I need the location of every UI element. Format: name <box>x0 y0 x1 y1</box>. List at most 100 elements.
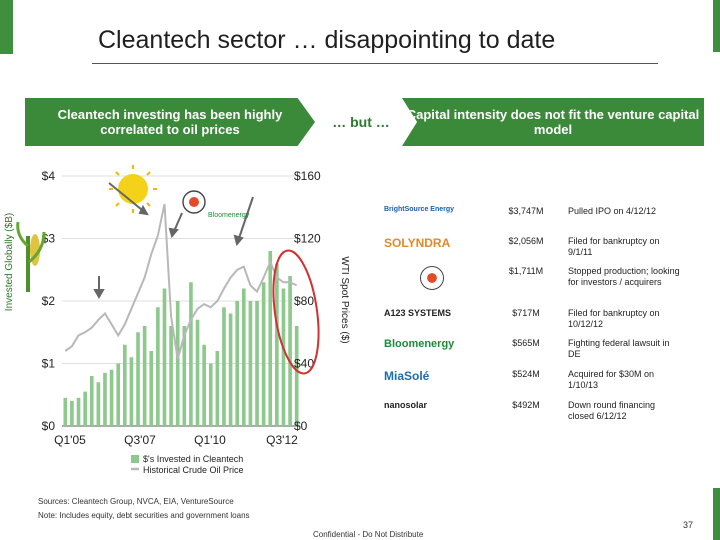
corn-plant-icon <box>16 221 46 292</box>
slide-title: Cleantech sector … disappointing to date <box>98 26 556 54</box>
company-logo: SOLYNDRA <box>384 236 451 250</box>
invest-bar <box>136 332 140 426</box>
table-row: nanosolar $492M Down round financing close… <box>380 396 710 426</box>
invest-bar <box>288 276 292 426</box>
invest-bar <box>169 326 173 426</box>
invest-bar <box>222 307 226 426</box>
invest-bar <box>129 357 134 426</box>
invest-bar <box>255 301 259 426</box>
invest-bar <box>103 372 107 426</box>
invest-bar <box>83 391 87 426</box>
amount-raised: $2,056M <box>508 236 544 246</box>
highlight-ellipse <box>272 249 320 375</box>
invest-bar <box>228 313 233 426</box>
invest-bar <box>235 301 240 426</box>
footnote: Note: Includes equity, debt securities a… <box>38 511 250 520</box>
left-tick-label: $2 <box>42 294 56 308</box>
invest-bar <box>142 326 147 426</box>
company-logo: nanosolar <box>384 400 428 410</box>
invest-bar <box>162 288 167 426</box>
company-logo: BrightSource Energy <box>384 206 455 213</box>
sources-note: Sources: Cleantech Group, NVCA, EIA, Ven… <box>38 497 234 506</box>
table-header-amount: Amount Raised ($M) <box>485 174 535 194</box>
bloomenergy-logo: Bloomenergy <box>208 212 250 219</box>
legend-invest-swatch <box>131 455 139 463</box>
page-number: 37 <box>683 520 694 530</box>
table-row: MiaSolé $524M Acquired for $30M on 1/10/13 <box>380 365 710 395</box>
noteworthy-development: Filed for bankruptcy on 9/1/11 <box>568 236 660 257</box>
amount-raised: $3,747M <box>508 206 544 216</box>
invest-bar <box>182 326 187 426</box>
legend-invest-label: $'s Invested in Cleantech <box>143 454 243 464</box>
amount-raised: $492M <box>512 400 540 410</box>
accent-bar <box>0 0 13 54</box>
chart-icons: Bloomenergy <box>16 165 320 375</box>
invest-bar <box>96 382 101 426</box>
left-tick-label: $0 <box>42 419 56 433</box>
invest-bar <box>202 344 206 426</box>
right-tick-label: $80 <box>294 294 314 308</box>
invest-bar <box>208 363 213 426</box>
invest-bar <box>76 397 81 426</box>
sun-icon <box>118 174 148 204</box>
amount-raised: $1,711M <box>508 266 544 276</box>
investment-oil-chart: $4$3$2$1$0$160$120$80$40$0Q1'05 Q3'07 Q1'1… <box>4 165 350 475</box>
right-tick-label: $40 <box>294 357 314 371</box>
title-divider <box>92 63 658 64</box>
invest-bar <box>122 344 127 426</box>
banner-left: Cleantech investing has been highly corr… <box>25 98 315 146</box>
annotation-arrows-icon <box>93 182 254 300</box>
invest-bar <box>70 401 74 426</box>
banner-right: Capital intensity does not fit the ventu… <box>402 98 704 146</box>
invest-bar <box>109 369 114 426</box>
left-tick-label: $1 <box>42 357 56 371</box>
amount-raised: $717M <box>512 308 540 318</box>
invest-bar <box>156 307 160 426</box>
invest-bar <box>175 301 180 426</box>
right-tick-label: $120 <box>294 232 321 246</box>
invest-bar <box>281 288 286 426</box>
x-tick-label: Q3'12 <box>266 433 298 447</box>
company-seal-center-icon <box>189 197 199 207</box>
corner-accent-top <box>713 0 720 52</box>
left-tick-label: $4 <box>42 169 56 183</box>
invest-bar <box>116 363 121 426</box>
corner-accent-bottom <box>713 488 720 540</box>
chart-grid <box>62 175 300 427</box>
table-row: SOLYNDRA $2,056M Filed for bankruptcy on 9… <box>380 232 710 262</box>
company-logo: Bloomenergy <box>384 338 455 350</box>
invest-bar <box>215 351 220 426</box>
x-tick-label: Q1'05 <box>54 433 86 447</box>
ylabel-left: Invested Globally ($B) <box>4 213 15 311</box>
invest-bar <box>275 263 279 426</box>
right-tick-label: $160 <box>294 169 321 183</box>
x-tick-label: Q3'07 <box>124 433 156 447</box>
company-seal-icon <box>420 266 444 290</box>
ylabel-right: WTI Spot Prices ($) <box>339 256 350 343</box>
table-row: BrightSource Energy $3,747M Pulled IPO on … <box>380 202 710 232</box>
legend-oil-label: Historical Crude Oil Price <box>143 465 244 475</box>
invest-bar <box>89 376 94 426</box>
table-header-dev: Noteworthy Developments <box>568 186 674 196</box>
company-logo: A123 SYSTEMS <box>384 308 452 318</box>
noteworthy-development: Stopped production; looking for investor… <box>568 266 680 287</box>
confidential-label: Confidential - Do Not Distribute <box>313 530 424 539</box>
invest-bar <box>248 301 253 426</box>
noteworthy-development: Filed for bankruptcy on 10/12/12 <box>568 308 660 329</box>
table-row: A123 SYSTEMS $717M Filed for bankruptcy on… <box>380 304 710 334</box>
noteworthy-development: Acquired for $30M on 1/10/13 <box>568 369 655 390</box>
chart-ticks: $4$3$2$1$0$160$120$80$40$0Q1'05 Q3'07 Q1'1… <box>42 169 321 447</box>
amount-raised: $524M <box>512 369 540 379</box>
invest-bar <box>268 251 273 426</box>
chart-legend: $'s Invested in Cleantech Historical Cru… <box>131 454 244 475</box>
company-logo: MiaSolé <box>384 369 430 383</box>
sun-rays-icon <box>109 165 157 213</box>
invest-bar <box>241 288 246 426</box>
oil-price-line <box>64 203 298 360</box>
invest-bar <box>261 282 266 426</box>
banner-mid: … but … <box>332 113 390 130</box>
right-tick-label: $0 <box>294 419 308 433</box>
invest-bar <box>63 397 68 426</box>
invest-bar <box>294 326 299 426</box>
chart-bars <box>63 251 299 426</box>
